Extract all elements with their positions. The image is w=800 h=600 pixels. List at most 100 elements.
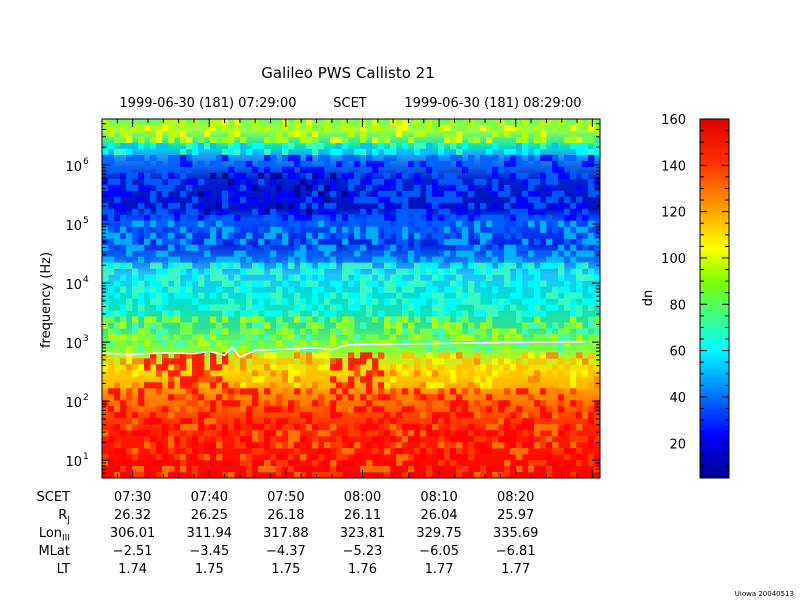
spectrogram-cell xyxy=(450,328,457,335)
spectrogram-cell xyxy=(426,226,433,233)
spectrogram-cell xyxy=(174,292,181,299)
spectrogram-cell xyxy=(522,214,529,222)
spectrogram-cell xyxy=(294,226,301,233)
spectrogram-cell xyxy=(342,166,349,174)
spectrogram-cell xyxy=(342,268,349,275)
colorbar-tick-label: 140 xyxy=(661,159,686,174)
spectrogram-cell xyxy=(228,136,235,144)
spectrogram-cell xyxy=(582,172,589,180)
spectrogram-cell xyxy=(444,448,451,455)
spectrogram-cell xyxy=(318,322,325,329)
spectrogram-cell xyxy=(150,274,157,281)
spectrogram-cell xyxy=(540,424,547,431)
spectrogram-cell xyxy=(294,238,301,245)
spectrogram-cell xyxy=(108,244,115,251)
spectrogram-cell xyxy=(516,280,523,287)
spectrogram-cell xyxy=(480,442,487,449)
spectrogram-cell xyxy=(282,226,289,233)
spectrogram-cell xyxy=(456,352,463,359)
spectrogram-cell xyxy=(534,202,541,210)
spectrogram-cell xyxy=(186,208,193,216)
spectrogram-cell xyxy=(174,358,181,365)
spectrogram-cell xyxy=(450,376,457,383)
spectrogram-cell xyxy=(558,220,565,227)
y-tick-exponent: 3 xyxy=(83,334,89,344)
spectrogram-cell xyxy=(162,310,169,317)
spectrogram-cell xyxy=(126,382,133,389)
spectrogram-cell xyxy=(390,280,397,287)
spectrogram-cell xyxy=(312,400,319,407)
spectrogram-cell xyxy=(270,466,277,473)
spectrogram-cell xyxy=(252,322,259,329)
spectrogram-cell xyxy=(438,454,445,461)
spectrogram-cell xyxy=(534,286,541,293)
spectrogram-cell xyxy=(414,448,421,455)
spectrogram-cell xyxy=(564,346,571,353)
spectrogram-cell xyxy=(588,184,595,192)
spectrogram-cell xyxy=(108,412,115,419)
spectrogram-cell xyxy=(516,316,523,323)
spectrogram-cell xyxy=(480,472,487,478)
spectrogram-cell xyxy=(426,364,433,371)
spectrogram-cell xyxy=(570,400,577,407)
spectrogram-cell xyxy=(588,442,595,449)
spectrogram-cell xyxy=(426,214,433,222)
spectrogram-cell xyxy=(438,346,445,353)
spectrogram-cell xyxy=(246,454,253,461)
spectrogram-cell xyxy=(120,190,127,198)
spectrogram-cell xyxy=(498,214,505,222)
spectrogram-cell xyxy=(252,268,259,275)
spectrogram-cell xyxy=(180,376,187,383)
spectrogram-cell xyxy=(264,400,271,407)
spectrogram-cell xyxy=(318,364,325,371)
spectrogram-cell xyxy=(114,418,121,425)
spectrogram-cell xyxy=(216,119,223,126)
spectrogram-cell xyxy=(516,466,523,473)
spectrogram-cell xyxy=(216,262,223,269)
spectrogram-cell xyxy=(450,232,457,239)
spectrogram-cell xyxy=(570,370,577,377)
spectrogram-cell xyxy=(438,322,445,329)
spectrogram-cell xyxy=(204,244,211,251)
spectrogram-cell xyxy=(564,364,571,371)
spectrogram-cell xyxy=(336,472,343,478)
spectrogram-cell xyxy=(510,148,517,156)
spectrogram-cell xyxy=(294,424,301,431)
spectrogram-cell xyxy=(456,196,463,204)
spectrogram-cell xyxy=(402,256,409,263)
spectrogram-cell xyxy=(498,376,505,383)
spectrogram-cell xyxy=(168,274,175,281)
spectrogram-cell xyxy=(402,214,409,222)
spectrogram-cell xyxy=(402,190,409,198)
spectrogram-cell xyxy=(468,136,475,144)
spectrogram-cell xyxy=(516,364,523,371)
spectrogram-cell xyxy=(294,184,301,192)
spectrogram-cell xyxy=(246,418,253,425)
spectrogram-cell xyxy=(348,280,355,287)
colorbar-tick-label: 100 xyxy=(661,252,686,267)
spectrogram-cell xyxy=(438,148,445,156)
spectrogram-cell xyxy=(498,430,505,437)
spectrogram-cell xyxy=(294,214,301,222)
spectrogram-cell xyxy=(450,262,457,269)
spectrogram-cell xyxy=(570,244,577,251)
spectrogram-cell xyxy=(378,130,385,138)
spectrogram-cell xyxy=(570,310,577,317)
spectrogram-cell xyxy=(414,238,421,245)
spectrogram-cell xyxy=(162,424,169,431)
spectrogram-cell xyxy=(486,322,493,329)
spectrogram-cell xyxy=(108,328,115,335)
spectrogram-cell xyxy=(330,472,337,478)
spectrogram-cell xyxy=(330,394,337,401)
spectrogram-cell xyxy=(288,370,295,377)
spectrogram-cell xyxy=(432,262,439,269)
spectrogram-cell xyxy=(564,298,571,305)
spectrogram-cell xyxy=(468,286,475,293)
spectrogram-cell xyxy=(204,370,211,377)
spectrogram-cell xyxy=(534,460,541,467)
spectrogram-cell xyxy=(360,298,367,305)
spectrogram-cell xyxy=(294,130,301,138)
spectrogram-cell xyxy=(192,226,199,233)
spectrogram-cell xyxy=(468,370,475,377)
spectrogram-cell xyxy=(564,136,571,144)
